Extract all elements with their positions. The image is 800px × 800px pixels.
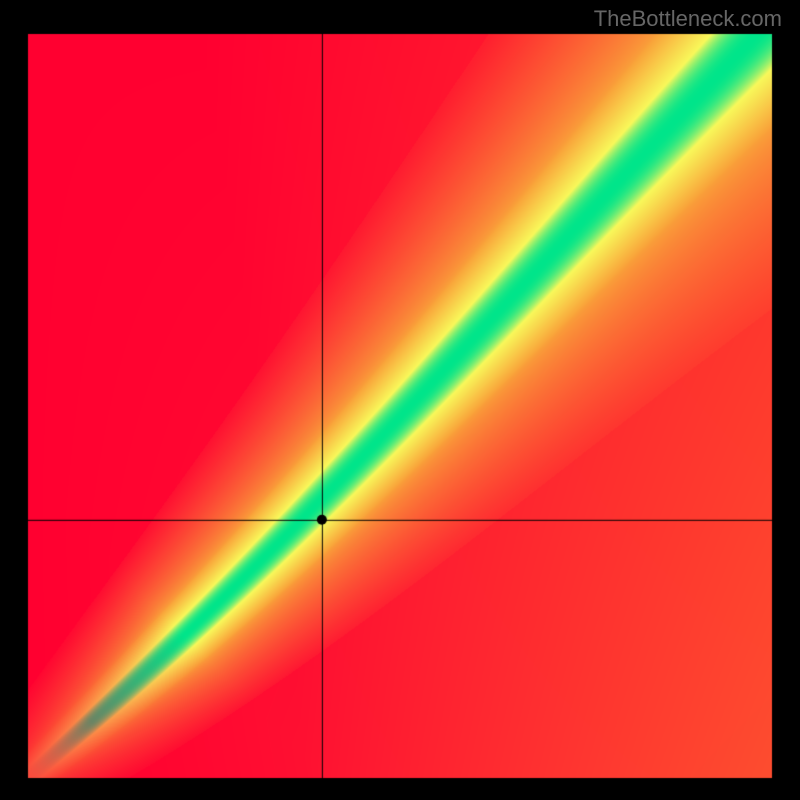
watermark-text: TheBottleneck.com [594, 6, 782, 32]
chart-container: TheBottleneck.com [0, 0, 800, 800]
heatmap-canvas [0, 0, 800, 800]
